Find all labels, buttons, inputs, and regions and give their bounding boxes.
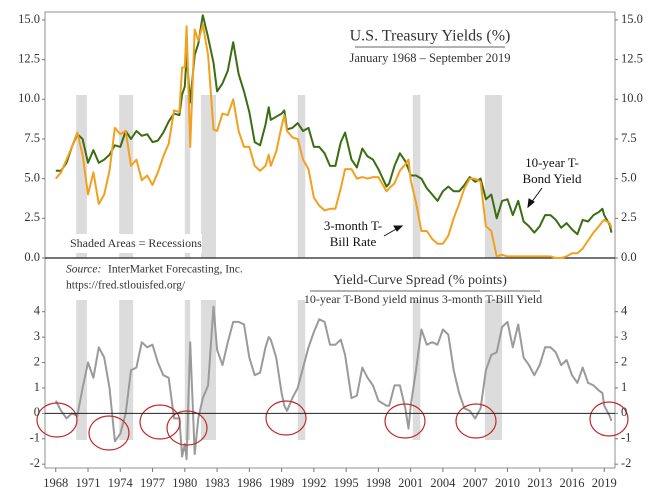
series-line: [55, 23, 613, 259]
recession-band: [297, 95, 306, 258]
line-layer: [54, 14, 613, 461]
inversion-circle: [455, 403, 497, 439]
series-label: 10-year T-Bond Yield: [522, 155, 582, 186]
y2-tick-label: 2.5: [621, 210, 637, 224]
x-tick-label: 1980: [172, 476, 197, 490]
y-tick-label: 5.0: [24, 171, 40, 185]
y-tick-label: 0: [34, 405, 40, 419]
recession-note: Shaded Areas = Recessions: [70, 236, 202, 250]
y-tick-label: 0.0: [24, 250, 40, 264]
inversion-circle: [36, 402, 78, 438]
y-tick-label: 2.5: [24, 210, 40, 224]
x-tick-label: 2019: [592, 476, 617, 490]
source: InterMarket Forecasting, Inc.: [108, 264, 243, 276]
y-tick-label: 10.0: [18, 91, 40, 105]
x-tick-label: 1998: [366, 476, 391, 490]
source-url: https://fred.stlouisfed.org/: [66, 280, 186, 292]
y-tick-label: -2: [30, 456, 40, 470]
y-tick-label: 15.0: [18, 12, 40, 26]
y2-tick-label: 10.0: [621, 91, 643, 105]
arrow: [530, 187, 543, 204]
y2-tick-label: 12.5: [621, 51, 643, 65]
note-box: [62, 234, 202, 253]
y2-tick-label: 15.0: [621, 12, 643, 26]
x-tick-label: 2007: [463, 476, 488, 490]
y-tick-label: 2: [34, 354, 40, 368]
chart-subtitle: January 1968 – September 2019: [349, 51, 510, 65]
recession-band: [200, 95, 216, 258]
y2-tick-label: -1: [621, 431, 631, 445]
x-tick-label: 1989: [269, 476, 294, 490]
y2-tick-label: 3: [621, 329, 627, 343]
y2-tick-label: 7.5: [621, 131, 637, 145]
recession-band: [184, 300, 191, 440]
y2-tick-label: 0: [621, 405, 627, 419]
inversion-circle: [265, 400, 307, 436]
recession-band: [119, 95, 134, 258]
inversion-circle: [384, 403, 426, 439]
y2-tick-label: 0.0: [621, 250, 637, 264]
recession-band: [184, 95, 191, 258]
y2-tick-label: 2: [621, 354, 627, 368]
y2-tick-label: 4: [621, 304, 628, 318]
y-tick-label: 1: [34, 380, 40, 394]
x-tick-label: 1968: [43, 476, 68, 490]
x-tick-label: 2010: [495, 476, 520, 490]
recession-band: [76, 300, 87, 440]
x-tick-label: 1992: [301, 476, 326, 490]
x-tick-label: 2016: [559, 476, 584, 490]
y2-tick-label: -2: [621, 456, 631, 470]
recession-band: [484, 95, 503, 258]
arrows: [383, 187, 543, 237]
x-tick-label: 1983: [205, 476, 230, 490]
x-tick-label: 1971: [76, 476, 101, 490]
inversion-circle: [88, 415, 130, 451]
x-tick-label: 1986: [237, 476, 262, 490]
series-line: [55, 14, 613, 236]
y-tick-label: 4: [34, 304, 41, 318]
source-label: Source:: [66, 264, 101, 276]
x-tick-label: 1974: [108, 476, 134, 490]
x-tick-label: 1995: [334, 476, 359, 490]
inversion-circle: [166, 410, 208, 446]
frame: [44, 11, 616, 469]
y2-tick-label: 1: [621, 380, 627, 394]
series-label: 3-month T-Bill Rate: [323, 218, 383, 249]
inversion-circle: [589, 401, 629, 437]
arrow-head: [527, 198, 535, 209]
x-tick-label: 2004: [430, 476, 456, 490]
x-tick-label: 1977: [140, 476, 165, 490]
recession-band: [484, 300, 503, 440]
y-tick-label: 3: [34, 329, 40, 343]
recession-band: [76, 95, 87, 258]
x-tick-label: 2001: [398, 476, 423, 490]
y-tick-label: 12.5: [18, 51, 40, 65]
y2-tick-label: 5.0: [621, 171, 637, 185]
circles: [36, 400, 629, 451]
spread-subtitle: 10-year T-Bond yield minus 3-month T-Bil…: [304, 292, 542, 306]
y-tick-label: -1: [30, 431, 40, 445]
y-tick-label: 7.5: [24, 131, 40, 145]
spread-title: Yield-Curve Spread (% points): [333, 273, 507, 288]
chart-title: U.S. Treasury Yields (%): [350, 28, 511, 45]
inversion-circle: [139, 404, 181, 440]
x-tick-label: 2013: [527, 476, 552, 490]
arrow-head: [393, 225, 404, 232]
recession-band: [119, 300, 134, 440]
series-line: [54, 305, 613, 461]
